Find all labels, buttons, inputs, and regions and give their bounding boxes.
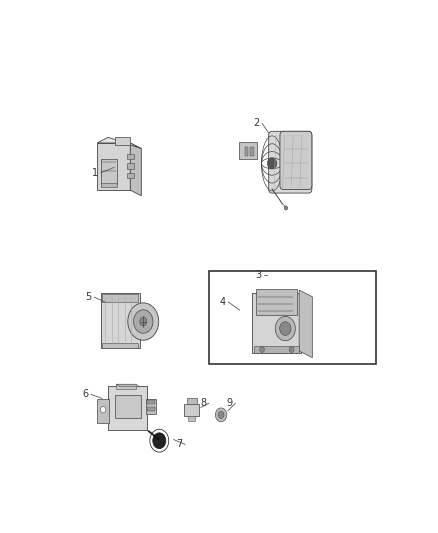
Bar — [102, 294, 138, 302]
Bar — [115, 137, 130, 146]
Text: 7: 7 — [177, 439, 183, 449]
FancyBboxPatch shape — [268, 131, 312, 193]
Polygon shape — [130, 143, 141, 196]
Circle shape — [153, 433, 166, 449]
FancyBboxPatch shape — [252, 293, 301, 353]
Text: 2: 2 — [254, 118, 260, 128]
Bar — [97, 399, 109, 423]
Bar — [115, 394, 141, 418]
Text: 4: 4 — [220, 297, 226, 307]
Text: 6: 6 — [82, 389, 88, 399]
Polygon shape — [97, 143, 130, 190]
FancyBboxPatch shape — [280, 131, 312, 190]
Bar — [184, 403, 199, 416]
Bar — [145, 399, 156, 414]
Bar — [127, 154, 134, 159]
Circle shape — [215, 408, 227, 422]
Bar — [187, 399, 197, 404]
Bar — [101, 158, 117, 184]
Circle shape — [260, 346, 265, 352]
Text: 8: 8 — [200, 398, 206, 408]
Bar — [256, 289, 297, 315]
Bar — [147, 407, 155, 411]
Polygon shape — [299, 290, 312, 358]
Circle shape — [140, 317, 147, 326]
Bar — [254, 346, 299, 353]
Circle shape — [284, 206, 288, 210]
Bar — [127, 163, 134, 169]
FancyBboxPatch shape — [101, 293, 140, 348]
Text: 5: 5 — [85, 292, 92, 302]
Circle shape — [134, 310, 153, 333]
FancyBboxPatch shape — [239, 142, 257, 159]
Circle shape — [280, 322, 291, 335]
Text: 9: 9 — [227, 398, 233, 408]
Bar — [147, 400, 155, 404]
Circle shape — [128, 303, 159, 340]
Bar — [188, 416, 195, 422]
Bar — [127, 173, 134, 179]
Bar — [102, 343, 138, 348]
Bar — [101, 183, 117, 187]
Bar — [250, 147, 254, 156]
Text: 3: 3 — [255, 270, 261, 279]
Polygon shape — [97, 138, 141, 149]
Text: 1: 1 — [92, 168, 99, 177]
Circle shape — [100, 406, 106, 413]
FancyBboxPatch shape — [109, 386, 147, 430]
Circle shape — [289, 346, 294, 352]
Polygon shape — [116, 384, 140, 387]
Circle shape — [218, 411, 224, 418]
Bar — [116, 384, 136, 390]
Circle shape — [275, 317, 295, 341]
Bar — [245, 147, 248, 156]
Circle shape — [268, 158, 277, 169]
Bar — [209, 271, 375, 364]
